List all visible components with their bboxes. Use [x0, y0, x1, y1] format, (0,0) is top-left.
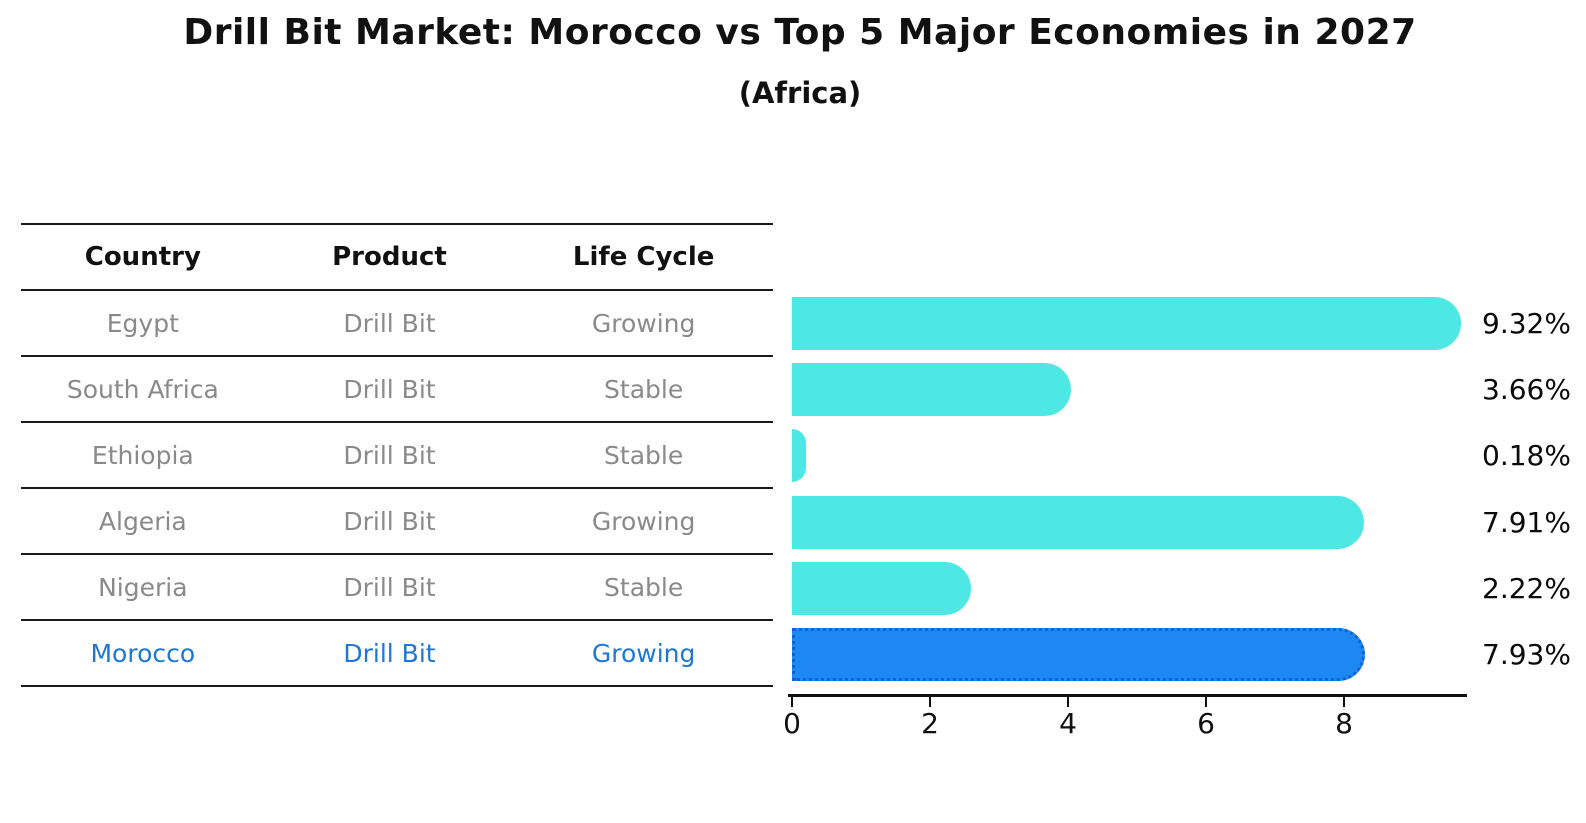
header-product: Product [332, 242, 447, 272]
value-label-egypt: 9.32% [1482, 307, 1571, 340]
value-label-south-africa: 3.66% [1482, 373, 1571, 407]
chart-subtitle: (Africa) [738, 76, 862, 110]
cell-product-south-africa: Drill Bit [343, 374, 436, 404]
cell-life_cycle-ethiopia: Stable [604, 440, 684, 470]
x-tick-label-8: 8 [1335, 707, 1353, 740]
x-tick-mark-4 [1067, 696, 1069, 707]
cell-product-nigeria: Drill Bit [343, 572, 436, 602]
value-label-ethiopia: 0.18% [1482, 439, 1571, 473]
cell-life_cycle-south-africa: Stable [604, 374, 684, 404]
bar-algeria [792, 495, 1364, 549]
cell-country-nigeria: Nigeria [98, 572, 188, 602]
x-tick-label-0: 0 [783, 707, 801, 740]
value-label-morocco: 7.93% [1482, 638, 1571, 671]
bar-morocco [792, 628, 1366, 681]
cell-product-morocco: Drill Bit [343, 638, 436, 668]
cell-country-south-africa: South Africa [66, 374, 219, 404]
cell-product-ethiopia: Drill Bit [343, 440, 436, 470]
x-tick-mark-8 [1343, 696, 1345, 707]
cell-country-ethiopia: Ethiopia [91, 440, 194, 470]
header-life-cycle: Life Cycle [572, 242, 715, 272]
cell-product-egypt: Drill Bit [343, 308, 436, 338]
value-label-algeria: 7.91% [1482, 505, 1571, 539]
header-country: Country [84, 242, 201, 272]
x-axis-line [788, 694, 1467, 697]
bar-south-africa [792, 363, 1071, 417]
table-row-nigeria: Nigeria Drill Bit Stable [21, 555, 773, 621]
bar-ethiopia [792, 429, 807, 483]
cell-life_cycle-nigeria: Stable [604, 572, 684, 602]
table-row-morocco: Morocco Drill Bit Growing [21, 621, 773, 687]
table-row-south-africa: South Africa Drill Bit Stable [21, 357, 773, 423]
x-tick-label-2: 2 [921, 707, 939, 740]
cell-product-algeria: Drill Bit [343, 506, 436, 536]
cell-life_cycle-egypt: Growing [591, 308, 696, 338]
country-table: Country Product Life Cycle Egypt Drill Bi… [21, 223, 773, 687]
table-row-ethiopia: Ethiopia Drill Bit Stable [21, 423, 773, 489]
value-label-nigeria: 2.22% [1482, 571, 1571, 605]
x-tick-mark-6 [1205, 696, 1207, 707]
cell-life_cycle-morocco: Growing [591, 638, 696, 668]
table-row-egypt: Egypt Drill Bit Growing [21, 291, 773, 357]
cell-country-egypt: Egypt [106, 308, 179, 338]
bar-nigeria [792, 561, 972, 615]
cell-country-algeria: Algeria [98, 506, 187, 536]
x-tick-mark-0 [791, 696, 793, 707]
cell-country-morocco: Morocco [90, 638, 196, 668]
cell-life_cycle-algeria: Growing [591, 506, 696, 536]
table-body: Egypt Drill Bit Growing South Africa Drill B… [21, 291, 773, 687]
x-tick-label-4: 4 [1059, 707, 1077, 740]
bar-egypt [792, 297, 1462, 350]
table-row-algeria: Algeria Drill Bit Growing [21, 489, 773, 555]
x-tick-label-6: 6 [1197, 707, 1215, 740]
chart-title: Drill Bit Market: Morocco vs Top 5 Major… [183, 12, 1417, 53]
x-tick-mark-2 [929, 696, 931, 707]
table-header-row: Country Product Life Cycle [21, 223, 773, 291]
